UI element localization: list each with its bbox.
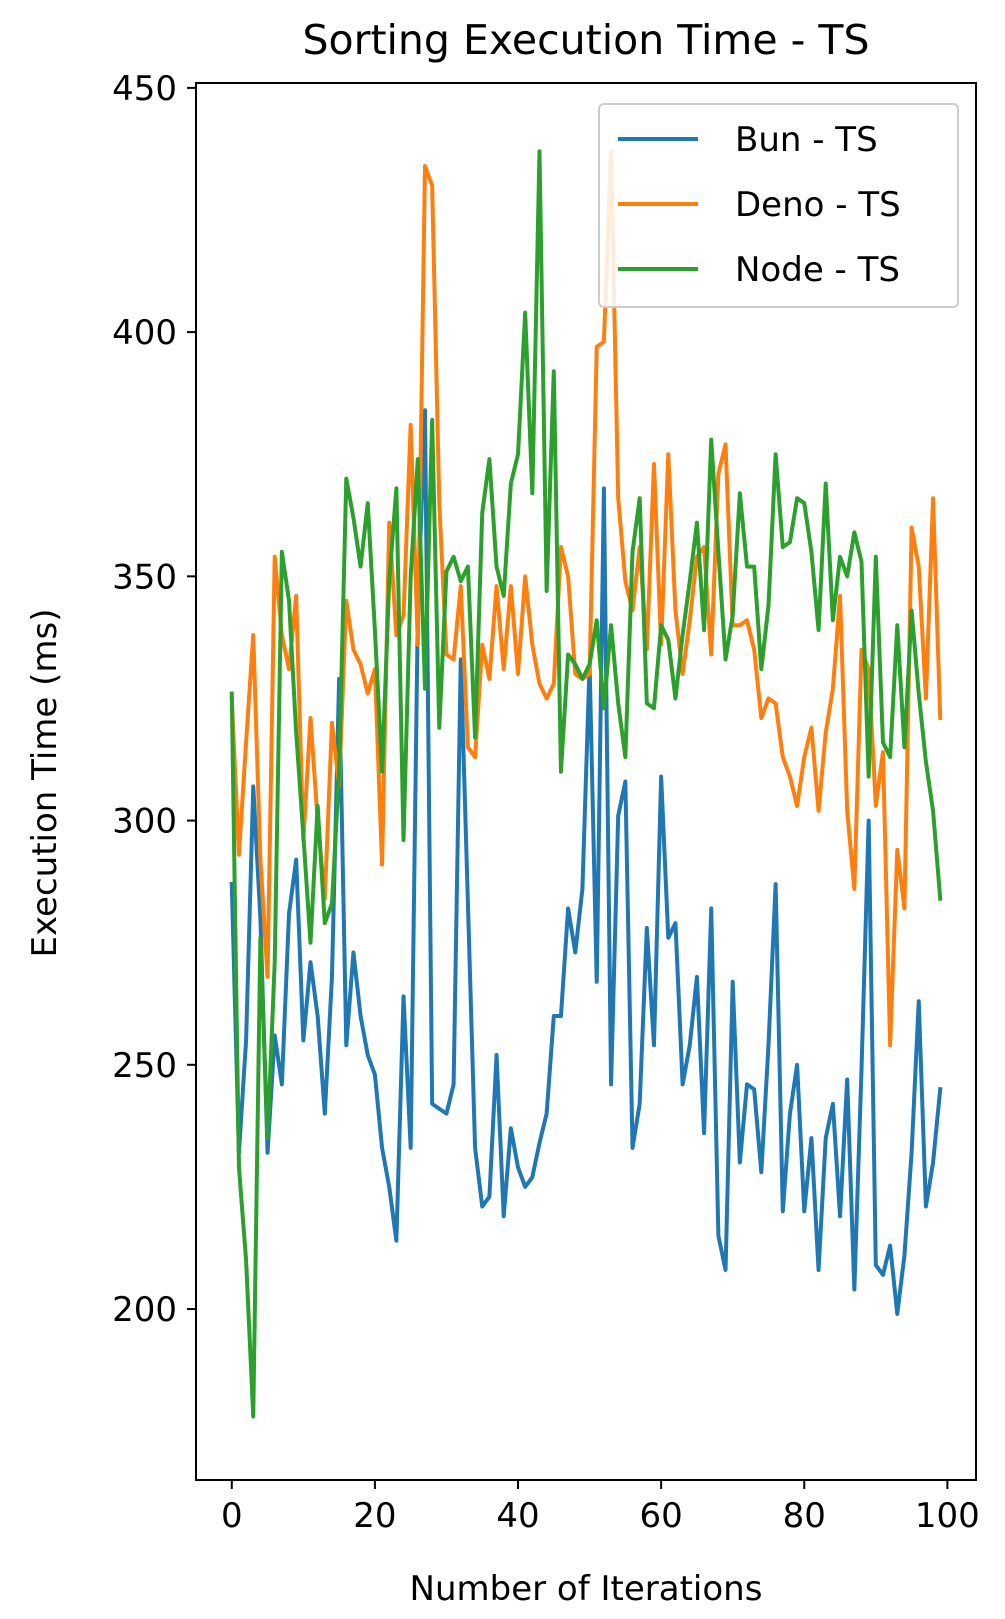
x-tick-label: 20: [353, 1496, 396, 1536]
series-line-1: [229, 149, 943, 1048]
legend: Bun - TS Deno - TS Node - TS: [598, 103, 959, 308]
x-tick-label: 40: [496, 1496, 539, 1536]
y-tick-label: 400: [112, 313, 177, 353]
y-axis-title: Execution Time (ms): [25, 608, 65, 957]
plot-area-frame: [195, 82, 977, 1481]
legend-label-2: Node - TS: [735, 250, 900, 290]
x-tick-label: 60: [640, 1496, 683, 1536]
legend-label-0: Bun - TS: [735, 120, 878, 160]
y-axis: 200 250 300 350 400 450: [112, 69, 196, 1330]
y-tick-label: 200: [112, 1290, 177, 1330]
x-tick-label: 80: [783, 1496, 826, 1536]
legend-label-1: Deno - TS: [735, 185, 901, 225]
chart-title: Sorting Execution Time - TS: [303, 16, 870, 64]
y-tick-label: 450: [112, 69, 177, 109]
x-tick-label: 100: [915, 1496, 980, 1536]
series-line-0: [229, 408, 943, 1316]
legend-box: [598, 103, 959, 308]
x-axis: 0 20 40 60 80 100: [221, 1480, 980, 1536]
y-tick-label: 250: [112, 1046, 177, 1086]
y-tick-label: 300: [112, 802, 177, 842]
x-axis-title: Number of Iterations: [410, 1569, 763, 1609]
series-line-2: [229, 149, 943, 1419]
x-tick-label: 0: [221, 1496, 243, 1536]
series-lines: [229, 149, 943, 1419]
y-tick-label: 350: [112, 557, 177, 597]
